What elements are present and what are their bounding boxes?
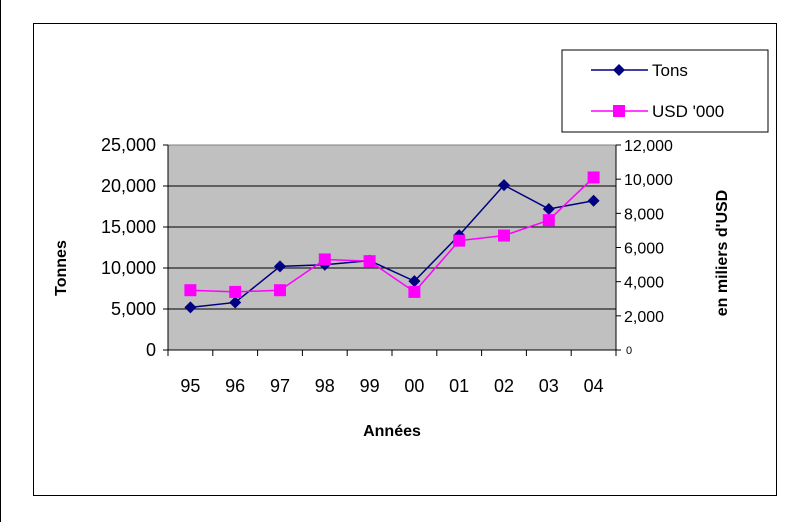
left-axis-tick-label: 10,000 xyxy=(101,258,156,278)
right-axis-tick-label: 0 xyxy=(626,345,632,357)
x-axis-tick-label: 99 xyxy=(360,376,380,396)
left-axis-tick-label: 20,000 xyxy=(101,176,156,196)
data-point-square xyxy=(229,285,242,298)
data-point-square xyxy=(542,214,555,227)
legend-marker-square xyxy=(613,105,625,117)
x-axis-tick-label: 03 xyxy=(539,376,559,396)
data-point-diamond xyxy=(587,194,600,207)
legend-marker-diamond xyxy=(613,64,625,76)
legend-label: Tons xyxy=(652,61,688,80)
left-axis-tick-labels: 0 5,000 10,000 15,000 20,000 25,000 xyxy=(101,135,156,360)
data-point-square xyxy=(408,285,421,298)
x-axis-tick-label: 02 xyxy=(494,376,514,396)
data-point-square xyxy=(587,171,600,184)
legend: Tons USD '000 xyxy=(561,49,769,133)
x-axis-tick-label: 95 xyxy=(180,376,200,396)
data-point-diamond xyxy=(184,301,197,314)
x-axis-tick-label: 04 xyxy=(584,376,604,396)
series-line xyxy=(190,184,594,309)
left-axis-tick-label: 15,000 xyxy=(101,217,156,237)
series-line xyxy=(190,176,595,293)
data-point-diamond xyxy=(498,179,510,192)
right-axis-tick-label: 2,000 xyxy=(624,309,664,326)
x-axis-tick-label: 96 xyxy=(225,376,245,396)
x-axis-tick-label: 01 xyxy=(449,376,469,396)
right-axis-tick-label: 12,000 xyxy=(624,138,673,155)
data-point-square xyxy=(363,255,376,268)
data-point-diamond xyxy=(542,202,555,215)
data-point-square xyxy=(498,229,510,242)
x-axis-tick-label: 98 xyxy=(315,376,335,396)
data-point-diamond xyxy=(274,260,286,273)
data-point-square xyxy=(274,284,286,297)
left-axis-tick-label: 5,000 xyxy=(111,299,156,319)
data-point-square xyxy=(184,284,197,297)
right-axis-tick-label: 10,000 xyxy=(624,172,673,189)
data-point-diamond xyxy=(408,275,421,288)
series xyxy=(184,171,600,314)
legend-box xyxy=(561,49,769,133)
right-axis-tick-label: 4,000 xyxy=(624,275,664,292)
x-axis-tick-label: 97 xyxy=(270,376,290,396)
right-axis-tick-labels: 0 2,000 4,000 6,000 8,000 10,000 12,000 xyxy=(624,138,673,357)
x-axis-tick-labels: 95 96 97 98 99 00 01 02 03 04 xyxy=(180,376,603,396)
left-axis-tick-label: 0 xyxy=(146,340,156,360)
x-axis-title: Années xyxy=(363,423,421,440)
left-axis-tick-label: 25,000 xyxy=(101,135,156,155)
legend-label: USD '000 xyxy=(652,102,724,121)
gridlines xyxy=(168,185,616,310)
axes xyxy=(163,144,621,356)
right-axis-tick-label: 6,000 xyxy=(624,241,664,258)
data-point-square xyxy=(318,253,331,266)
x-axis-tick-label: 00 xyxy=(404,376,424,396)
right-axis-title: en miliers d'USD xyxy=(714,190,731,317)
series-2 xyxy=(184,171,600,298)
left-axis-title: Tonnes xyxy=(53,240,70,296)
page-left-border xyxy=(0,0,1,522)
plot-area xyxy=(167,144,617,351)
right-axis-tick-label: 8,000 xyxy=(624,206,664,223)
data-point-diamond xyxy=(229,296,242,309)
data-point-square xyxy=(453,234,466,247)
